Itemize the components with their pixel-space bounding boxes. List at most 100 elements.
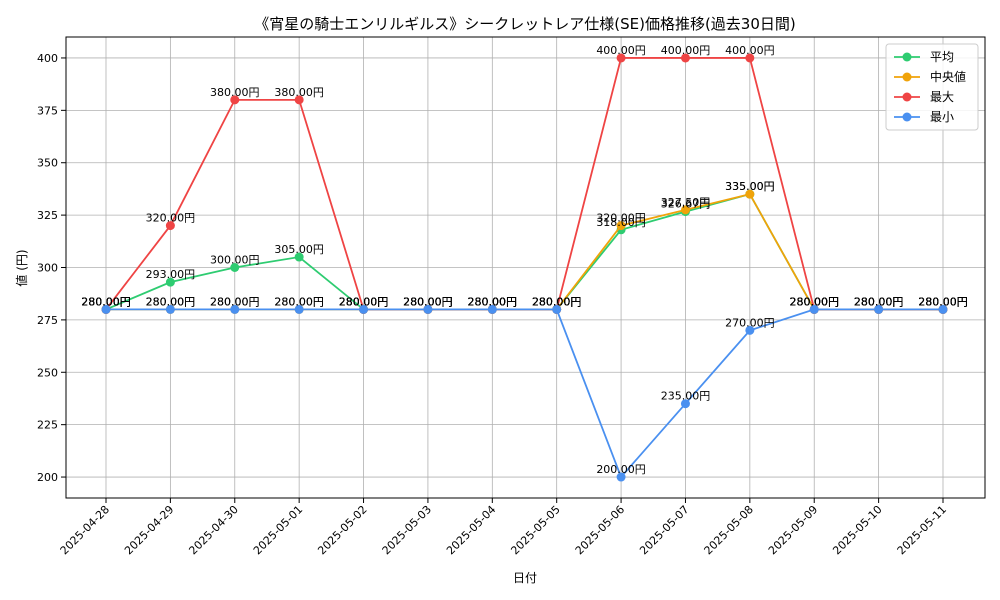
series-layer [101, 53, 948, 482]
x-tick-label: 2025-05-11 [895, 503, 949, 557]
x-tick-label: 2025-04-29 [122, 503, 176, 557]
data-label: 280.00円 [146, 295, 196, 308]
y-tick-label: 375 [37, 104, 58, 117]
data-label: 280.00円 [532, 295, 582, 308]
data-label: 380.00円 [274, 86, 324, 99]
data-point [230, 263, 240, 272]
data-label: 320.00円 [146, 212, 196, 225]
data-point [230, 95, 240, 105]
data-label: 280.00円 [789, 295, 839, 308]
legend-box [885, 43, 979, 131]
data-label: 280.00円 [274, 295, 324, 308]
data-label: 280.00円 [146, 295, 196, 308]
data-label: 280.00円 [403, 295, 453, 308]
x-tick-label: 2025-05-03 [380, 503, 434, 557]
data-point [294, 95, 304, 105]
data-label: 280.00円 [532, 295, 582, 308]
data-label: 280.00円 [339, 295, 389, 308]
data-point [680, 53, 690, 63]
data-label: 280.00円 [918, 295, 968, 308]
data-label: 280.00円 [468, 295, 518, 308]
y-tick-label: 300 [37, 262, 58, 275]
x-tick-label: 2025-05-04 [444, 503, 498, 557]
y-tick-label: 225 [37, 419, 58, 432]
x-tick-label: 2025-05-01 [251, 503, 305, 557]
data-label: 270.00円 [725, 316, 775, 329]
y-tick-label: 350 [37, 157, 58, 170]
data-point [809, 304, 819, 314]
data-label: 280.00円 [468, 295, 518, 308]
data-label: 280.00円 [81, 295, 131, 308]
legend-marker [902, 92, 912, 102]
data-label: 280.00円 [789, 295, 839, 308]
legend-label: 最大 [930, 90, 954, 104]
series-line [105, 193, 943, 311]
data-label-layer: 280.00円 293.00円 300.00円 305.00円 280.00円 280.0… [81, 44, 968, 476]
data-point [359, 304, 369, 314]
data-label: 280.00円 [403, 295, 453, 308]
data-label: 327.50円 [661, 196, 711, 209]
data-point [294, 304, 304, 314]
legend-label: 最小 [930, 110, 954, 124]
data-label: 280.00円 [81, 295, 131, 308]
x-tick-label: 2025-05-10 [830, 503, 884, 557]
data-label: 280.00円 [210, 295, 260, 308]
data-point [938, 304, 948, 314]
data-point [745, 53, 755, 63]
y-tick-label: 325 [37, 209, 58, 222]
data-point [680, 399, 690, 409]
data-label: 280.00円 [854, 295, 904, 308]
data-label: 280.00円 [532, 295, 582, 308]
legend-marker [902, 112, 912, 122]
data-label: 300.00円 [210, 254, 260, 267]
x-tick-label: 2025-04-30 [186, 503, 240, 557]
data-point [294, 252, 304, 262]
data-label: 280.00円 [339, 295, 389, 308]
x-tick-label: 2025-04-28 [58, 503, 112, 557]
y-axis-label: 値 (円) [14, 249, 29, 286]
data-point [616, 221, 626, 231]
series-line [106, 308, 943, 479]
data-point [487, 304, 497, 314]
data-label: 280.00円 [789, 295, 839, 308]
data-point [230, 304, 240, 314]
x-tick-label: 2025-05-08 [702, 503, 756, 557]
data-label: 280.00円 [854, 295, 904, 308]
data-label: 280.00円 [81, 295, 131, 308]
data-label: 280.00円 [403, 295, 453, 308]
data-point [616, 472, 626, 482]
data-label: 326.67円 [661, 198, 711, 211]
data-label: 280.00円 [339, 295, 389, 308]
data-label: 400.00円 [661, 44, 711, 57]
x-tick-label: 2025-05-06 [573, 503, 627, 557]
legend-label: 中央値 [930, 69, 966, 84]
data-point [745, 189, 755, 199]
data-point [680, 205, 690, 215]
legend-marker [902, 52, 912, 62]
data-label: 235.00円 [661, 390, 711, 403]
data-label: 280.00円 [918, 295, 968, 308]
data-label: 318.00円 [596, 216, 646, 229]
y-tick-label: 275 [37, 314, 58, 327]
data-point [616, 53, 626, 63]
plot-frame [65, 36, 986, 499]
data-label: 380.00円 [210, 86, 260, 99]
data-label: 305.00円 [274, 243, 324, 256]
y-tick-label: 400 [37, 52, 58, 65]
data-label: 293.00円 [146, 268, 196, 281]
data-label: 335.00円 [725, 180, 775, 193]
y-tick-label: 200 [37, 471, 58, 484]
data-label: 320.00円 [596, 212, 646, 225]
data-label: 280.00円 [918, 295, 968, 308]
data-label: 280.00円 [468, 295, 518, 308]
y-tick-label: 250 [37, 366, 58, 379]
data-label: 280.00円 [339, 295, 389, 308]
data-label: 400.00円 [596, 44, 646, 57]
grid-layer [66, 37, 985, 498]
data-point [423, 304, 433, 314]
data-label: 280.00円 [468, 295, 518, 308]
data-label: 280.00円 [210, 295, 260, 308]
data-label: 280.00円 [854, 295, 904, 308]
